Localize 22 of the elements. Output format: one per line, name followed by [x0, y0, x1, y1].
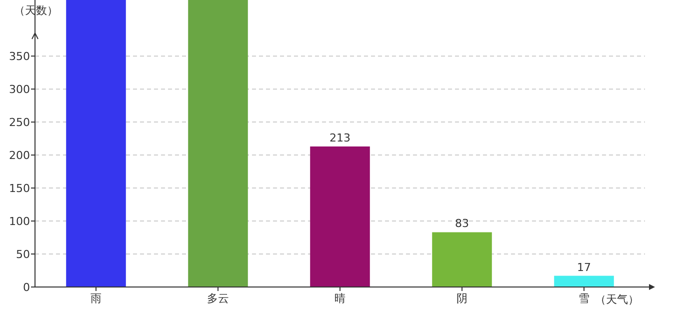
y-tick-label: 50: [16, 248, 30, 262]
bar: [310, 146, 370, 287]
x-tick-label: 阴: [456, 292, 468, 305]
y-tick-label: 200: [9, 149, 30, 162]
x-tick-label: 晴: [334, 292, 346, 305]
data-label: 83: [455, 217, 469, 230]
y-tick-label: 150: [9, 182, 30, 196]
data-label: 213: [330, 131, 350, 144]
y-tick-label: 250: [9, 116, 30, 130]
bar: [66, 0, 126, 287]
bar: [432, 232, 492, 287]
x-tick-label: 雨: [90, 292, 102, 305]
y-tick-label: 300: [9, 83, 30, 96]
x-tick-label: 多云: [207, 292, 229, 305]
bar: [554, 276, 614, 287]
y-tick-label: 0: [23, 281, 30, 294]
bar: [188, 0, 248, 287]
x-axis-title: （天气）: [595, 293, 639, 306]
x-tick-label: 雪: [578, 292, 590, 305]
y-tick-label: 350: [9, 50, 30, 64]
data-label: 17: [577, 260, 591, 274]
y-tick-label: 100: [9, 215, 30, 228]
